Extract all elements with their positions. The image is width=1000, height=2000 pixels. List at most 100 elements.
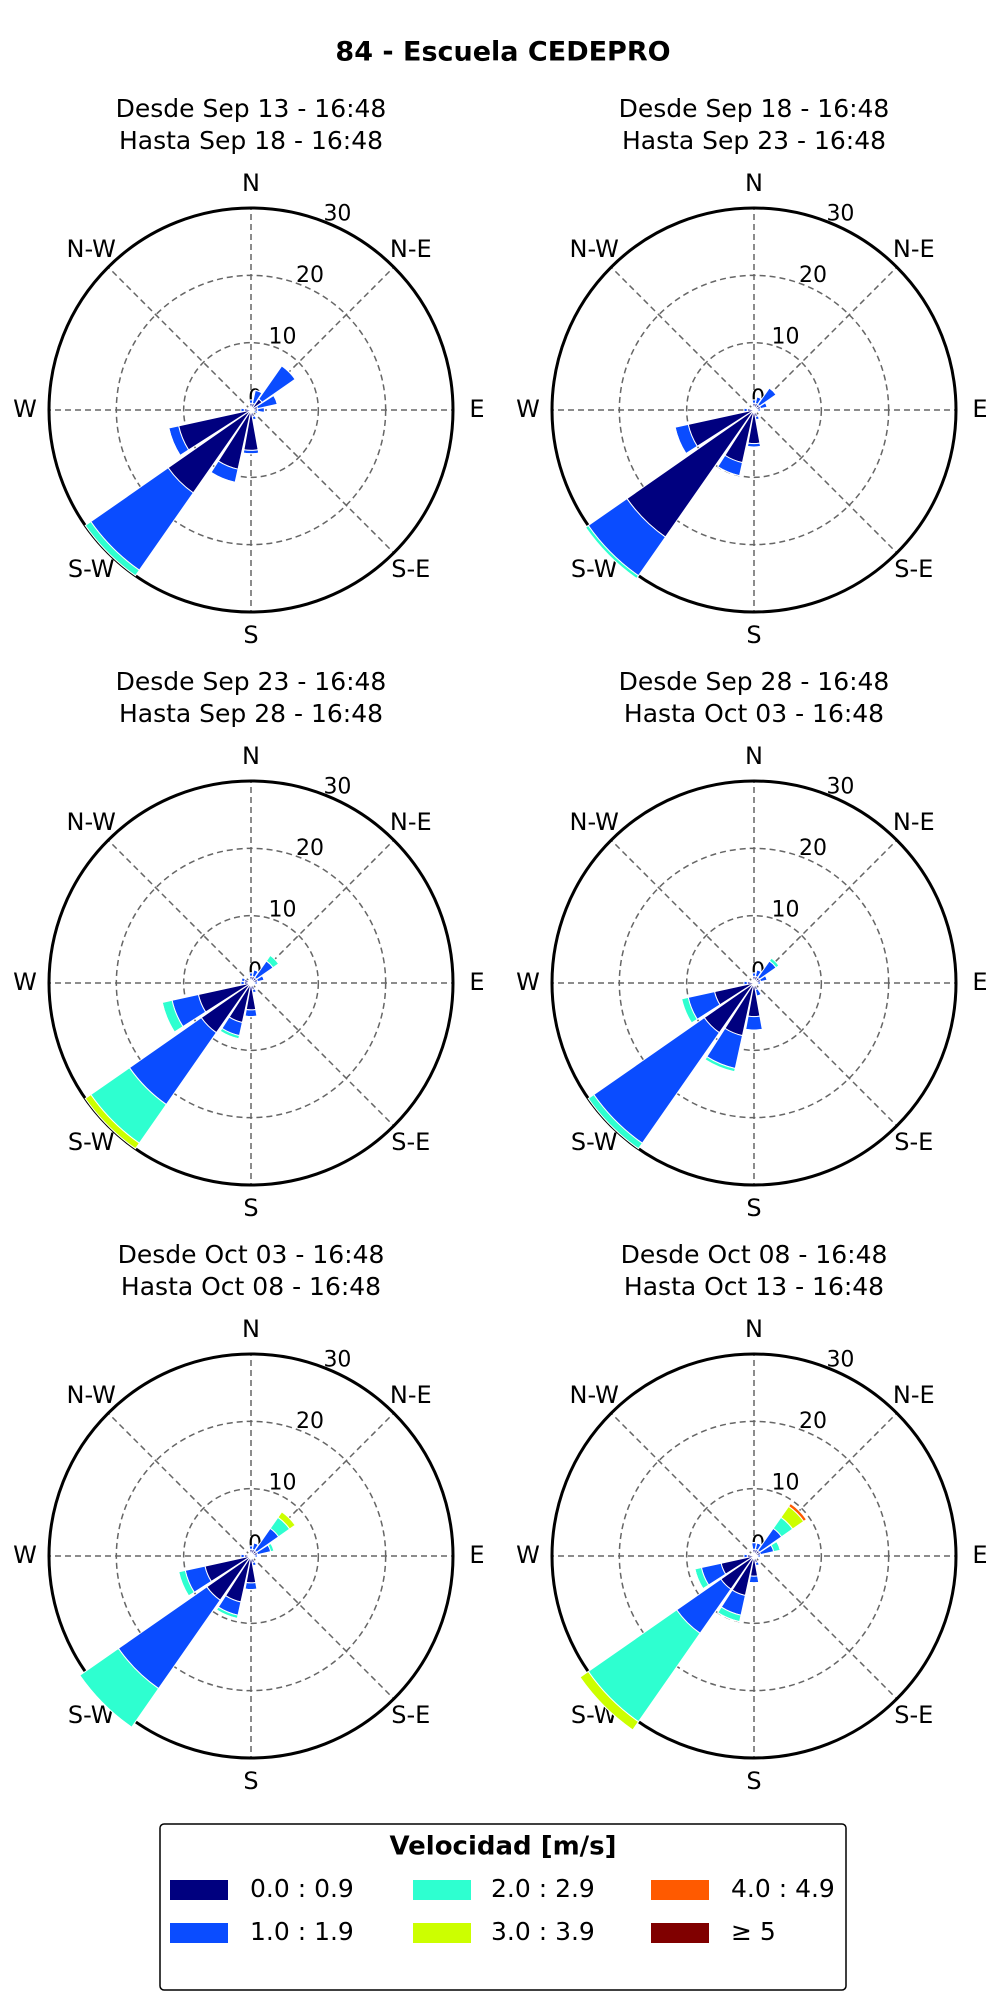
polar-frame xyxy=(47,779,455,1187)
grid-circle xyxy=(685,914,823,1052)
direction-label: W xyxy=(13,1541,37,1569)
r-tick-label: 10 xyxy=(269,897,297,922)
legend-title: Velocidad [m/s] xyxy=(389,1832,616,1862)
direction-label: S-E xyxy=(894,1128,933,1156)
direction-label: W xyxy=(516,395,540,423)
page-title: 84 - Escuela CEDEPRO xyxy=(335,37,670,68)
grid-circle xyxy=(115,847,387,1119)
direction-label: N-E xyxy=(893,235,935,263)
wind-segment xyxy=(756,969,762,973)
direction-label: E xyxy=(972,968,987,996)
chart-subtitle: Desde Oct 08 - 16:48 xyxy=(621,1240,888,1269)
grid-circle xyxy=(685,1487,823,1625)
grid-circle xyxy=(115,1420,387,1692)
chart-subtitle: Hasta Sep 23 - 16:48 xyxy=(622,126,886,155)
legend-swatch xyxy=(651,1880,709,1900)
spoke xyxy=(250,1555,395,1700)
r-tick-label: 20 xyxy=(296,1409,324,1434)
spoke xyxy=(753,266,898,411)
direction-label: S-W xyxy=(571,555,618,583)
direction-label: N xyxy=(745,169,763,197)
direction-label: S xyxy=(746,621,761,649)
r-tick-label: 10 xyxy=(269,1470,297,1495)
direction-label: S xyxy=(243,621,258,649)
chart-subtitle: Hasta Sep 18 - 16:48 xyxy=(119,126,383,155)
spoke xyxy=(753,409,898,554)
legend-swatch xyxy=(651,1923,709,1943)
wind-segment xyxy=(168,427,181,456)
direction-label: N-W xyxy=(67,808,116,836)
direction-label: S-E xyxy=(894,555,933,583)
wind-segment xyxy=(717,1612,740,1623)
chart-subtitle: Hasta Oct 03 - 16:48 xyxy=(624,699,884,728)
wind-segment xyxy=(247,1552,250,1555)
wind-segment xyxy=(252,1557,255,1560)
spoke xyxy=(107,1412,252,1557)
wind-segment xyxy=(750,979,753,982)
grid-circle xyxy=(618,1420,890,1692)
direction-label: W xyxy=(13,968,37,996)
wind-segment xyxy=(750,406,753,409)
spoke xyxy=(753,982,898,1127)
wind-segment xyxy=(579,1676,634,1731)
wind-segment xyxy=(756,396,762,400)
polar-frame xyxy=(550,1352,958,1760)
r-tick-label: 10 xyxy=(772,1470,800,1495)
wind-segment xyxy=(787,1502,808,1523)
spoke xyxy=(610,1412,755,1557)
direction-label: W xyxy=(13,395,37,423)
polar-frame xyxy=(47,206,455,614)
direction-label: S-E xyxy=(391,555,430,583)
wind-segment xyxy=(587,1093,644,1150)
grid-circle xyxy=(618,847,890,1119)
r-tick-label: 10 xyxy=(269,324,297,349)
spoke xyxy=(753,839,898,984)
direction-label: E xyxy=(469,968,484,996)
legend-label: 2.0 : 2.9 xyxy=(491,1874,595,1903)
direction-label: N-E xyxy=(893,808,935,836)
direction-label: N xyxy=(745,742,763,770)
chart-subtitle: Desde Sep 18 - 16:48 xyxy=(619,94,890,123)
wind-segment xyxy=(244,1581,258,1591)
legend-label: 1.0 : 1.9 xyxy=(250,1917,354,1946)
direction-label: W xyxy=(516,968,540,996)
legend-swatch xyxy=(170,1923,228,1943)
legend-label: ≥ 5 xyxy=(731,1917,776,1946)
direction-label: N-E xyxy=(893,1381,935,1409)
spoke xyxy=(107,266,252,411)
wind-segment xyxy=(84,520,141,577)
wind-segment xyxy=(244,1588,258,1591)
legend-label: 4.0 : 4.9 xyxy=(731,1874,835,1903)
legend-swatch xyxy=(413,1923,471,1943)
grid-circle xyxy=(182,914,320,1052)
wind-segment xyxy=(750,1552,753,1555)
chart-subtitle: Hasta Sep 28 - 16:48 xyxy=(119,699,383,728)
direction-label: S xyxy=(243,1767,258,1795)
spoke xyxy=(610,266,755,411)
direction-label: S-E xyxy=(894,1701,933,1729)
wind-segment xyxy=(253,969,259,973)
wind-segment xyxy=(256,411,259,414)
polar-frame xyxy=(47,1352,455,1760)
grid-circle xyxy=(182,341,320,479)
spoke xyxy=(107,839,252,984)
direction-label: N xyxy=(242,742,260,770)
spoke xyxy=(610,839,755,984)
legend-label: 3.0 : 3.9 xyxy=(491,1917,595,1946)
grid-circle xyxy=(685,341,823,479)
wind-segment xyxy=(745,1028,763,1031)
direction-label: S-E xyxy=(391,1701,430,1729)
direction-label: N-W xyxy=(570,808,619,836)
direction-label: N-E xyxy=(390,235,432,263)
wind-segment xyxy=(755,1557,758,1560)
direction-label: S xyxy=(243,1194,258,1222)
direction-label: N xyxy=(745,1315,763,1343)
direction-label: S-E xyxy=(391,1128,430,1156)
direction-label: N xyxy=(242,1315,260,1343)
spoke xyxy=(250,982,395,1127)
direction-label: E xyxy=(469,1541,484,1569)
direction-label: W xyxy=(516,1541,540,1569)
legend-box xyxy=(159,1823,847,1991)
direction-label: S xyxy=(746,1767,761,1795)
